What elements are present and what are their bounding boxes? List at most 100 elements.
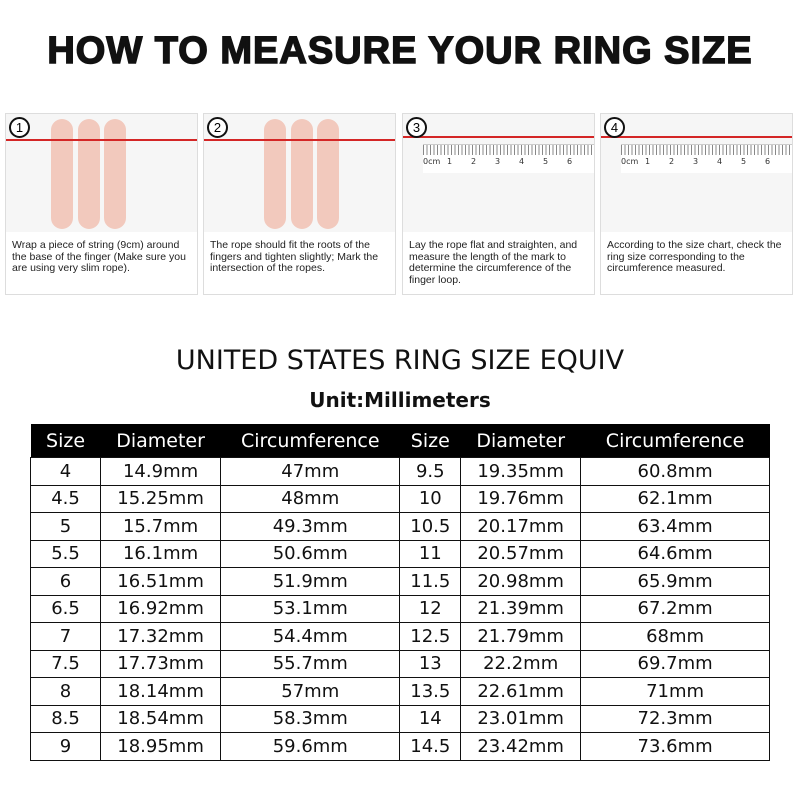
table-row: 4.5 15.25mm 48mm 10 19.76mm 62.1mm (29, 484, 770, 513)
ruler-label: 0cm (621, 157, 639, 166)
table-cell: 10.5 (399, 512, 462, 541)
table-cell: 9 (29, 732, 102, 761)
ring-size-table: Size Diameter Circumference Size Diameter Cir… (29, 424, 770, 761)
table-cell: 55.7mm (220, 649, 401, 678)
table-cell: 48mm (220, 484, 401, 513)
table-cell: 22.61mm (460, 677, 582, 706)
table-row: 8.5 18.54mm 58.3mm 14 23.01mm 72.3mm (29, 704, 770, 733)
table-row: 6 16.51mm 51.9mm 11.5 20.98mm 65.9mm (29, 567, 770, 596)
table-cell: 20.57mm (460, 539, 582, 568)
ruler-label: 3 (693, 157, 699, 166)
table-row: 4 14.9mm 47mm 9.5 19.35mm 60.8mm (29, 457, 770, 486)
ruler-label: 4 (717, 157, 723, 166)
rope-line (204, 139, 395, 141)
ruler-label: 4 (519, 157, 525, 166)
step-text: According to the size chart, check the r… (607, 239, 782, 274)
column-header: Size (30, 424, 101, 458)
step-text: Lay the rope flat and straighten, and me… (409, 239, 578, 286)
ruler-label: 5 (543, 157, 549, 166)
table-cell: 7 (29, 622, 102, 651)
table-cell: 12.5 (399, 622, 462, 651)
table-cell: 67.2mm (580, 594, 770, 623)
table-cell: 17.32mm (100, 622, 222, 651)
column-header: Diameter (100, 424, 221, 458)
table-cell: 21.79mm (460, 622, 582, 651)
table-cell: 47mm (220, 457, 401, 486)
ruler-label: 2 (669, 157, 675, 166)
finger-shape (104, 119, 126, 229)
table-cell: 71mm (580, 677, 770, 706)
page-title: HOW TO MEASURE YOUR RING SIZE (47, 29, 753, 73)
ruler-label: 1 (447, 157, 453, 166)
ruler-label: 6 (765, 157, 771, 166)
table-cell: 23.42mm (460, 732, 582, 761)
ruler-label: 1 (645, 157, 651, 166)
table-cell: 18.14mm (100, 677, 222, 706)
ruler (423, 144, 594, 173)
table-cell: 12 (399, 594, 462, 623)
table-cell: 53.1mm (220, 594, 401, 623)
table-cell: 11.5 (399, 567, 462, 596)
step-number: 1 (9, 117, 30, 138)
table-cell: 14.5 (399, 732, 462, 761)
step-illustration: 1 (6, 114, 197, 232)
table-cell: 7.5 (29, 649, 102, 678)
table-cell: 21.39mm (460, 594, 582, 623)
table-row: 7.5 17.73mm 55.7mm 13 22.2mm 69.7mm (29, 649, 770, 678)
table-cell: 10 (399, 484, 462, 513)
table-cell: 8.5 (29, 704, 102, 733)
table-cell: 19.76mm (460, 484, 582, 513)
table-cell: 54.4mm (220, 622, 401, 651)
table-cell: 51.9mm (220, 567, 401, 596)
step-panel: 2 The rope should fit the roots of the fi… (203, 113, 396, 295)
table-cell: 20.17mm (460, 512, 582, 541)
ruler-label: 0cm (423, 157, 441, 166)
table-cell: 50.6mm (220, 539, 401, 568)
table-cell: 64.6mm (580, 539, 770, 568)
chart-title: UNITED STATES RING SIZE EQUIV (175, 345, 625, 376)
table-cell: 5.5 (29, 539, 102, 568)
table-cell: 6.5 (29, 594, 102, 623)
table-cell: 6 (29, 567, 102, 596)
table-cell: 63.4mm (580, 512, 770, 541)
ruler-label: 6 (567, 157, 573, 166)
table-cell: 16.51mm (100, 567, 222, 596)
table-cell: 60.8mm (580, 457, 770, 486)
rope-line (6, 139, 197, 141)
table-cell: 15.7mm (100, 512, 222, 541)
table-cell: 16.92mm (100, 594, 222, 623)
step-panel: 1 Wrap a piece of string (9cm) around the… (5, 113, 198, 295)
table-cell: 8 (29, 677, 102, 706)
rope-line (403, 136, 594, 138)
step-illustration: 0cm 1 2 3 4 5 6 3 (403, 114, 594, 232)
step-number: 4 (604, 117, 625, 138)
table-cell: 14 (399, 704, 462, 733)
table-cell: 65.9mm (580, 567, 770, 596)
table-cell: 15.25mm (100, 484, 222, 513)
finger-shape (51, 119, 73, 229)
table-cell: 17.73mm (100, 649, 222, 678)
table-cell: 18.54mm (100, 704, 222, 733)
table-cell: 11 (399, 539, 462, 568)
finger-shape (317, 119, 339, 229)
table-row: 7 17.32mm 54.4mm 12.5 21.79mm 68mm (29, 622, 770, 651)
finger-shape (78, 119, 100, 229)
rope-line (601, 136, 792, 138)
table-cell: 20.98mm (460, 567, 582, 596)
step-number: 2 (207, 117, 228, 138)
table-row: 8 18.14mm 57mm 13.5 22.61mm 71mm (29, 677, 770, 706)
ruler (621, 144, 792, 173)
table-cell: 5 (29, 512, 102, 541)
table-cell: 4 (29, 457, 102, 486)
table-cell: 69.7mm (580, 649, 770, 678)
table-cell: 9.5 (399, 457, 462, 486)
table-row: 6.5 16.92mm 53.1mm 12 21.39mm 67.2mm (29, 594, 770, 623)
table-cell: 68mm (580, 622, 770, 651)
table-cell: 18.95mm (100, 732, 222, 761)
table-cell: 62.1mm (580, 484, 770, 513)
ruler-label: 2 (471, 157, 477, 166)
column-header: Diameter (460, 424, 581, 458)
table-cell: 16.1mm (100, 539, 222, 568)
step-panel: 0cm 1 2 3 4 5 6 3 Lay the rope flat and straight… (402, 113, 595, 295)
table-cell: 22.2mm (460, 649, 582, 678)
